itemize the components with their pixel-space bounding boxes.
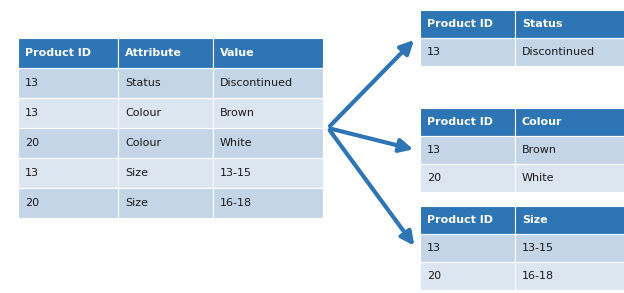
Bar [213, 38, 323, 68]
Text: 20: 20 [427, 173, 441, 183]
Text: Size: Size [125, 198, 148, 208]
Text: Colour: Colour [125, 108, 161, 118]
Text: Status: Status [522, 19, 562, 29]
Bar [515, 164, 624, 192]
Bar [213, 98, 323, 128]
Bar [515, 136, 624, 164]
Bar [213, 68, 323, 98]
Text: Brown: Brown [522, 145, 557, 155]
Bar [18, 128, 118, 158]
Text: Colour: Colour [522, 117, 562, 127]
Bar [18, 188, 118, 218]
Text: Product ID: Product ID [427, 215, 493, 225]
Text: 20: 20 [427, 271, 441, 281]
Bar [213, 128, 323, 158]
Text: Brown: Brown [220, 108, 255, 118]
Bar [420, 206, 515, 234]
Text: White: White [220, 138, 253, 148]
Bar [420, 108, 515, 136]
Text: 13: 13 [427, 145, 441, 155]
Text: Size: Size [125, 168, 148, 178]
Bar [515, 206, 624, 234]
Bar [118, 38, 213, 68]
Text: 13-15: 13-15 [522, 243, 554, 253]
Bar [420, 234, 515, 262]
Bar [18, 98, 118, 128]
Bar [18, 158, 118, 188]
Text: 20: 20 [25, 198, 39, 208]
Text: Attribute: Attribute [125, 48, 182, 58]
Text: Product ID: Product ID [427, 117, 493, 127]
Text: Colour: Colour [125, 138, 161, 148]
Bar [420, 10, 515, 38]
Text: 13: 13 [25, 78, 39, 88]
Bar [515, 38, 624, 66]
Text: Size: Size [522, 215, 548, 225]
Bar [515, 262, 624, 290]
Bar [213, 158, 323, 188]
Bar [18, 68, 118, 98]
Bar [118, 68, 213, 98]
Text: 13: 13 [427, 47, 441, 57]
Bar [420, 164, 515, 192]
Text: Discontinued: Discontinued [522, 47, 595, 57]
Bar [118, 188, 213, 218]
Text: 20: 20 [25, 138, 39, 148]
Text: White: White [522, 173, 555, 183]
Bar [118, 158, 213, 188]
Text: Product ID: Product ID [25, 48, 91, 58]
Bar [118, 98, 213, 128]
Bar [420, 38, 515, 66]
Bar [515, 10, 624, 38]
Text: Product ID: Product ID [427, 19, 493, 29]
Bar [213, 188, 323, 218]
Text: 16-18: 16-18 [220, 198, 252, 208]
Bar [420, 136, 515, 164]
Text: Discontinued: Discontinued [220, 78, 293, 88]
Text: 13: 13 [427, 243, 441, 253]
Text: 13: 13 [25, 108, 39, 118]
Text: Value: Value [220, 48, 255, 58]
Bar [515, 234, 624, 262]
Bar [515, 108, 624, 136]
Bar [118, 128, 213, 158]
Text: 16-18: 16-18 [522, 271, 554, 281]
Bar [420, 262, 515, 290]
Bar [18, 38, 118, 68]
Text: 13-15: 13-15 [220, 168, 252, 178]
Text: Status: Status [125, 78, 160, 88]
Text: 13: 13 [25, 168, 39, 178]
